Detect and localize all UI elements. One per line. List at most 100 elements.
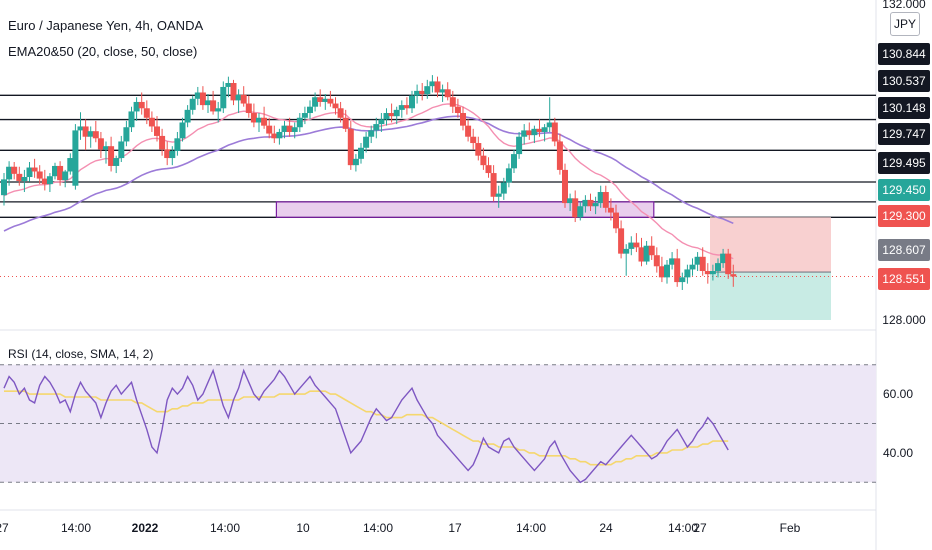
candle-body: [261, 117, 268, 126]
candle-body: [638, 247, 645, 262]
candle-body: [230, 83, 237, 101]
candle-body: [250, 113, 257, 123]
candle-body: [138, 101, 145, 109]
candle-body: [669, 258, 676, 265]
candle-body: [11, 166, 18, 174]
candle-body: [623, 248, 630, 254]
candle-body: [41, 178, 48, 185]
candle-body: [490, 173, 497, 197]
candle-body: [460, 113, 466, 126]
candle-body: [118, 141, 125, 159]
candle-body: [658, 266, 665, 278]
candle-body: [184, 109, 191, 123]
candle-body: [449, 97, 456, 107]
price-badge-label: 129.300: [882, 209, 926, 223]
candle-body: [133, 101, 140, 112]
candle-body: [618, 228, 625, 254]
candle-body: [592, 203, 599, 207]
candle-body: [434, 81, 441, 93]
rsi-ma-line: [4, 390, 729, 466]
candle-body: [240, 94, 247, 104]
time-axis-tick: 14:00: [516, 521, 546, 535]
candle-body: [403, 105, 410, 109]
price-badge: [878, 239, 930, 261]
candle-body: [67, 158, 74, 172]
price-badge: [878, 268, 930, 290]
candle-body: [607, 207, 614, 213]
candle-body: [143, 108, 150, 118]
price-badge-label: 129.450: [882, 183, 926, 197]
price-badge: [878, 43, 930, 65]
candle-body: [332, 103, 339, 109]
time-axis-tick: 14:00: [363, 521, 393, 535]
candle-body: [199, 92, 206, 106]
candle-body: [715, 263, 721, 272]
candle-body: [424, 86, 431, 95]
candle-body: [6, 166, 13, 180]
price-badge-label: 130.537: [882, 74, 926, 88]
candle-body: [271, 133, 278, 139]
time-axis-tick: 10: [296, 521, 310, 535]
candle-body: [92, 131, 99, 139]
rsi-line: [3, 368, 729, 484]
time-axis-tick: 27: [0, 521, 9, 535]
candle-body: [684, 269, 691, 278]
currency-badge[interactable]: JPY: [890, 12, 920, 36]
candle-body: [301, 113, 308, 118]
candle-body: [556, 141, 563, 170]
rsi-legend[interactable]: RSI (14, close, SMA, 14, 2): [8, 347, 154, 361]
candle-body: [699, 256, 706, 272]
candle-body: [720, 253, 727, 264]
candle-body: [103, 146, 109, 150]
time-axis-tick: 14:00: [668, 521, 698, 535]
candle-body: [648, 245, 655, 256]
price-badge-label: 130.148: [882, 101, 926, 115]
candle-body: [291, 127, 298, 132]
candle-body: [414, 90, 421, 96]
candle-body: [388, 113, 395, 117]
candle-body: [689, 264, 696, 270]
candle-body: [327, 98, 334, 104]
price-badge: [878, 70, 930, 92]
candle-body: [664, 264, 670, 278]
candle-body: [108, 146, 115, 166]
candle-body: [516, 136, 523, 155]
candle-body: [363, 136, 370, 148]
price-badge: [878, 123, 930, 145]
time-axis-tick: 14:00: [210, 521, 240, 535]
candle-body: [46, 176, 53, 185]
candle-body: [368, 130, 375, 137]
price-badge-label: 129.495: [882, 156, 926, 170]
candle-body: [674, 258, 681, 283]
candle-body: [87, 131, 94, 137]
time-axis-tick: 24: [599, 521, 613, 535]
candle-body: [577, 206, 584, 218]
candle-body: [164, 149, 171, 159]
symbol-title[interactable]: Euro / Japanese Yen, 4h, OANDA: [8, 18, 204, 33]
ema-legend[interactable]: EMA20&50 (20, close, 50, close): [8, 44, 198, 59]
price-badge-label: 128.607: [882, 243, 926, 257]
candle-body: [572, 198, 579, 218]
candle-body: [541, 127, 548, 132]
candle-body: [266, 125, 273, 134]
candle-body: [521, 130, 528, 137]
candle-body: [531, 128, 538, 136]
candle-body: [256, 117, 262, 123]
price-badge: [878, 97, 930, 119]
price-badge: [878, 205, 930, 227]
candle-body: [393, 109, 400, 117]
candle-body: [465, 125, 472, 137]
price-axis-tick: 128.000: [882, 313, 926, 327]
price-badge-label: 129.747: [882, 127, 926, 141]
price-badge: [878, 152, 930, 174]
time-axis-tick: 17: [448, 521, 462, 535]
candle-body: [373, 124, 380, 131]
candle-body: [307, 106, 313, 114]
candle-body: [72, 130, 79, 186]
time-axis-tick: 27: [693, 521, 707, 535]
candle-body: [470, 136, 477, 144]
take-profit-zone: [710, 272, 831, 320]
candle-body: [419, 90, 426, 95]
